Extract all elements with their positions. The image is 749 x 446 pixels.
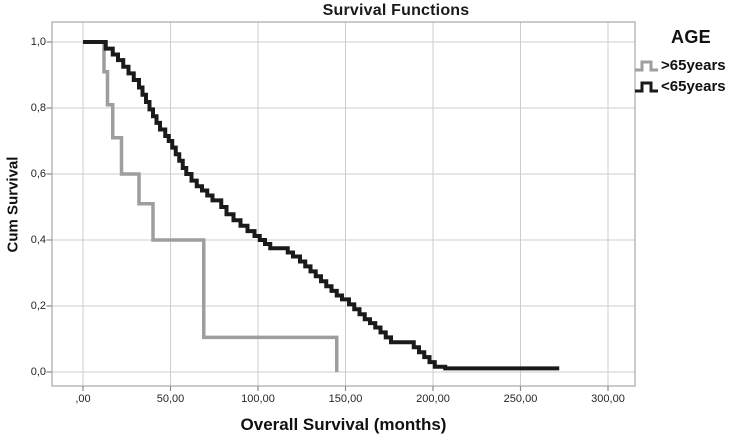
plot-frame bbox=[51, 21, 636, 387]
y-axis-title: Cum Survival bbox=[4, 156, 22, 253]
x-axis-title: Overall Survival (months) bbox=[240, 415, 447, 434]
legend-entry: >65years bbox=[634, 55, 748, 76]
x-tick-label: 250,00 bbox=[503, 393, 538, 405]
km-curve-over65years bbox=[83, 40, 339, 372]
y-tick-label: 0,8 bbox=[30, 102, 46, 114]
x-tick-label: 200,00 bbox=[416, 393, 450, 405]
legend-entry: <65years bbox=[634, 76, 748, 97]
legend-title: AGE bbox=[671, 27, 711, 47]
x-tick-label: ,00 bbox=[75, 393, 91, 405]
x-tick-label: 50,00 bbox=[156, 393, 185, 405]
legend-label: >65years bbox=[661, 57, 726, 74]
y-tick-label: 0,2 bbox=[30, 300, 46, 312]
legend: AGE >65years <65years bbox=[634, 27, 748, 97]
step-line-icon bbox=[635, 60, 658, 71]
legend-items: >65years <65years bbox=[634, 55, 748, 97]
y-tick-label: 0,0 bbox=[30, 366, 46, 378]
km-curve-under65years bbox=[83, 40, 560, 371]
y-tick-label: 1,0 bbox=[30, 36, 46, 48]
x-tick-label: 100,00 bbox=[241, 393, 275, 405]
legend-label: <65years bbox=[661, 78, 726, 95]
x-tick-label: 300,00 bbox=[591, 393, 625, 405]
x-tick-label: 150,00 bbox=[328, 393, 363, 405]
y-tick-label: 0,4 bbox=[30, 234, 46, 246]
step-line-icon bbox=[635, 81, 658, 92]
y-tick-label: 0,6 bbox=[30, 168, 46, 180]
chart-title: Survival Functions bbox=[322, 2, 470, 19]
